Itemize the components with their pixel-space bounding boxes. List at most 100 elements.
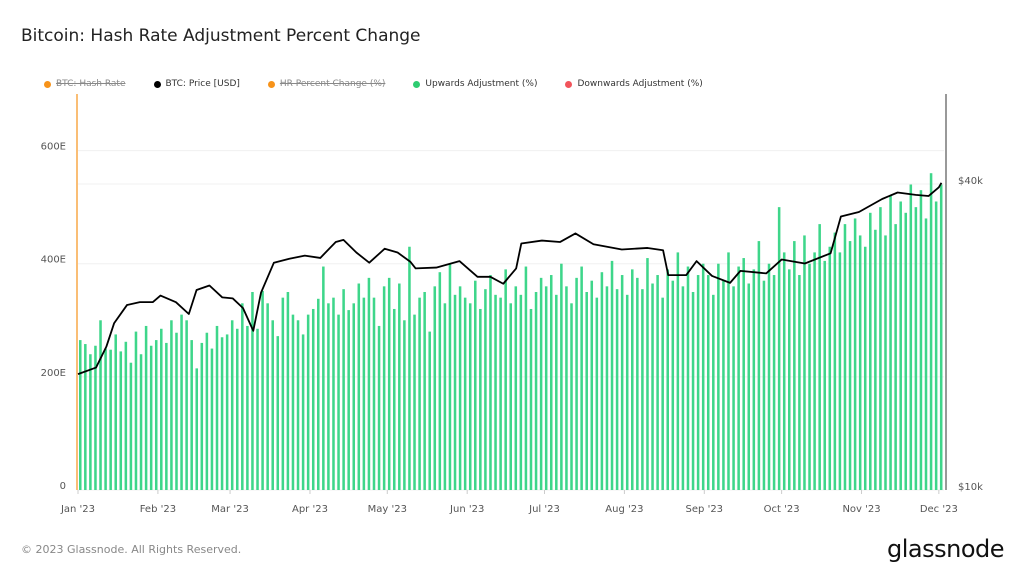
bar — [666, 269, 669, 490]
bar — [306, 314, 310, 490]
bar — [676, 252, 680, 490]
bar — [580, 266, 583, 490]
bar — [625, 294, 629, 490]
bar — [560, 263, 563, 490]
bar — [251, 292, 254, 490]
bar — [235, 328, 239, 490]
bar — [479, 308, 482, 490]
bar — [474, 280, 477, 490]
bar — [894, 224, 897, 490]
bar — [914, 207, 918, 490]
legend-item-price[interactable]: BTC: Price [USD] — [153, 79, 240, 89]
bar — [549, 275, 553, 490]
bar — [737, 266, 740, 490]
legend-dot-icon — [153, 80, 161, 88]
right-tick-label: $40k — [958, 176, 983, 187]
legend-item-hash-rate[interactable]: BTC: Hash Rate — [44, 79, 126, 89]
bar — [448, 263, 452, 490]
bar — [869, 212, 872, 491]
bar — [362, 297, 366, 490]
legend-item-upwards[interactable]: Upwards Adjustment (%) — [413, 79, 537, 89]
bar — [899, 201, 902, 490]
bar — [367, 277, 371, 490]
bar — [114, 334, 117, 490]
bar — [423, 292, 426, 490]
bar — [195, 368, 199, 490]
bar — [762, 280, 766, 490]
bar — [752, 269, 756, 490]
bar — [382, 286, 386, 490]
bar — [610, 260, 614, 490]
bar — [651, 283, 654, 490]
legend-dot-icon — [267, 80, 275, 88]
legend-dot-icon — [413, 80, 421, 88]
bar — [539, 277, 543, 490]
bar — [909, 184, 913, 490]
bar — [818, 224, 821, 490]
bar — [833, 232, 837, 490]
bar — [934, 201, 938, 490]
bar — [322, 266, 325, 490]
bar — [595, 297, 599, 490]
bar — [241, 303, 244, 490]
bar — [484, 289, 487, 490]
bar — [681, 286, 685, 490]
legend-dot-icon — [565, 80, 573, 88]
bar — [701, 263, 705, 490]
x-tick-label: Oct '23 — [764, 504, 800, 515]
bar — [109, 349, 112, 490]
bar — [149, 345, 153, 490]
bar — [631, 269, 634, 490]
bar — [803, 235, 806, 490]
bar — [570, 303, 573, 490]
bar — [757, 241, 761, 490]
bar — [408, 246, 411, 490]
bar — [494, 294, 497, 490]
bar — [838, 252, 842, 490]
bar — [555, 294, 558, 490]
bar — [706, 275, 710, 490]
legend-label: BTC: Hash Rate — [56, 79, 126, 89]
legend-item-hr-percent-change[interactable]: HR Percent Change (%) — [267, 79, 385, 89]
bar — [656, 275, 659, 490]
bar — [808, 263, 811, 490]
bar — [301, 334, 305, 490]
bar — [347, 310, 350, 490]
bar — [392, 308, 396, 490]
x-tick-label: May '23 — [368, 504, 407, 515]
bar — [732, 286, 735, 490]
x-tick-label: Mar '23 — [211, 504, 249, 515]
bar — [99, 320, 102, 490]
bar — [84, 344, 87, 490]
bar — [220, 337, 224, 490]
bar — [605, 286, 609, 490]
bar — [94, 345, 97, 490]
bar — [403, 320, 406, 490]
bar — [281, 297, 285, 490]
bar — [823, 260, 826, 490]
y-tick-label: 400E — [41, 255, 66, 266]
bar — [200, 342, 204, 490]
bar — [215, 325, 219, 490]
bar — [939, 184, 943, 490]
x-tick-label: Apr '23 — [292, 504, 328, 515]
bar — [565, 286, 568, 490]
bar — [853, 218, 857, 490]
bar — [327, 303, 330, 490]
bar — [929, 173, 933, 490]
legend-item-downwards[interactable]: Downwards Adjustment (%) — [565, 79, 703, 89]
bar — [266, 303, 269, 490]
bar — [210, 348, 214, 490]
bar — [767, 263, 771, 490]
legend-label: BTC: Price [USD] — [165, 79, 240, 89]
bar — [620, 275, 624, 490]
bar — [418, 297, 421, 490]
bar — [499, 297, 502, 490]
bar — [256, 328, 259, 490]
bar — [311, 308, 315, 490]
x-tick-label: Sep '23 — [686, 504, 724, 515]
bar — [884, 235, 887, 490]
bar — [747, 283, 751, 490]
bar — [793, 241, 796, 490]
